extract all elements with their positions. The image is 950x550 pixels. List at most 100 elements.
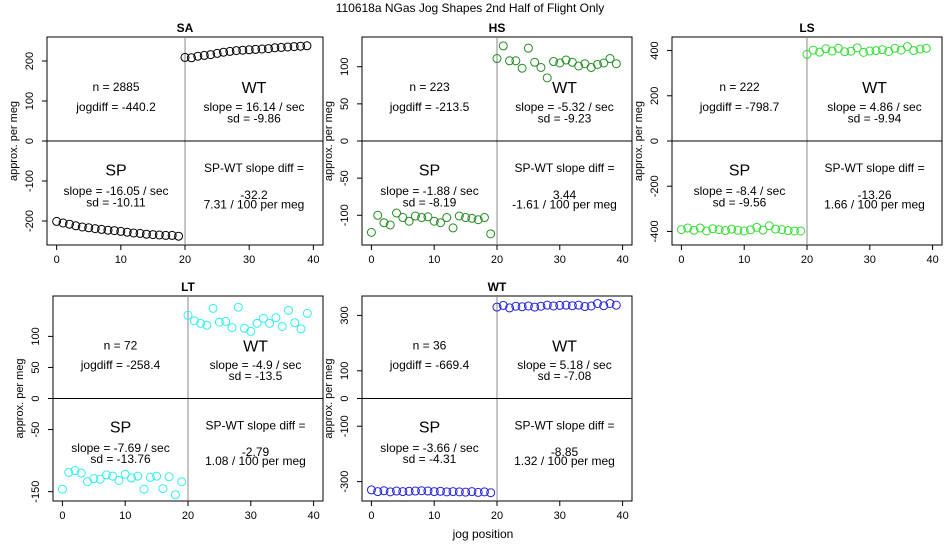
wt-heading-wt: WT bbox=[552, 338, 577, 355]
data-point-hs bbox=[461, 213, 471, 223]
data-point-ls bbox=[859, 47, 869, 57]
y-tick-label-ls: 200 bbox=[649, 87, 661, 105]
data-point-sa bbox=[103, 225, 113, 235]
wt-sd-hs: sd = -9.23 bbox=[538, 111, 592, 125]
data-point-hs bbox=[542, 73, 552, 83]
data-point-hs bbox=[599, 58, 609, 68]
data-point-wt bbox=[592, 298, 602, 308]
diff-value-sa: -32.2 bbox=[240, 188, 268, 202]
y-tick-label-sa: -200 bbox=[24, 210, 36, 232]
data-point-ls bbox=[702, 226, 712, 236]
data-point-wt bbox=[555, 300, 565, 310]
panel-hs: HS 0 10 20 30 40 -100 -50 0 50 100 approx. per meg n… bbox=[323, 21, 633, 266]
y-tick-label-ls: 400 bbox=[649, 41, 661, 59]
data-point-sa bbox=[263, 44, 273, 54]
data-point-hs bbox=[379, 218, 389, 228]
y-tick-label-lt: 100 bbox=[30, 327, 42, 345]
data-point-wt bbox=[479, 487, 489, 497]
data-point-wt bbox=[467, 487, 477, 497]
y-tick-label-hs: -50 bbox=[339, 170, 351, 186]
data-point-wt bbox=[435, 486, 445, 496]
data-point-hs bbox=[435, 218, 445, 228]
wt-sd-lt: sd = -13.5 bbox=[229, 369, 283, 383]
data-point-hs bbox=[492, 54, 502, 64]
data-point-hs bbox=[473, 215, 483, 225]
data-point-ls bbox=[783, 226, 793, 236]
data-point-lt bbox=[283, 305, 293, 315]
data-point-sa bbox=[154, 230, 164, 240]
data-point-lt bbox=[95, 474, 105, 484]
data-point-wt bbox=[385, 487, 395, 497]
x-tick-label-ls: 0 bbox=[678, 254, 684, 266]
data-point-lt bbox=[76, 468, 86, 478]
data-point-ls bbox=[789, 226, 799, 236]
data-point-lt bbox=[240, 323, 250, 333]
y-tick-label-lt: 50 bbox=[30, 361, 42, 373]
x-tick-label-hs: 0 bbox=[368, 254, 374, 266]
data-point-sa bbox=[186, 53, 196, 63]
data-point-lt bbox=[258, 313, 268, 323]
x-tick-label-ls: 40 bbox=[926, 254, 938, 266]
data-point-ls bbox=[902, 41, 912, 51]
y-tick-label-wt: 0 bbox=[339, 395, 351, 401]
y-axis-label-sa: approx. per meg bbox=[8, 101, 20, 181]
x-tick-label-lt: 40 bbox=[307, 510, 319, 522]
data-point-lt bbox=[233, 302, 243, 312]
y-tick-label-sa: 0 bbox=[24, 138, 36, 144]
data-point-lt bbox=[139, 484, 149, 494]
data-point-wt bbox=[392, 486, 402, 496]
data-point-ls bbox=[689, 225, 699, 235]
data-point-ls bbox=[676, 225, 686, 235]
data-point-hs bbox=[454, 211, 464, 221]
sp-heading-wt: SP bbox=[419, 419, 440, 436]
stat-n-ls: n = 222 bbox=[719, 80, 760, 94]
stat-n-lt: n = 72 bbox=[104, 338, 138, 352]
wt-sd-sa: sd = -9.86 bbox=[227, 111, 281, 125]
data-point-wt bbox=[530, 302, 540, 312]
data-point-hs bbox=[505, 56, 515, 66]
data-point-wt bbox=[561, 300, 571, 310]
data-point-sa bbox=[199, 50, 209, 60]
data-point-wt bbox=[580, 302, 590, 312]
data-point-lt bbox=[183, 310, 193, 320]
per-meg-hs: -1.61 / 100 per meg bbox=[512, 198, 617, 212]
data-point-sa bbox=[289, 42, 299, 52]
data-point-ls bbox=[720, 226, 730, 236]
data-point-lt bbox=[158, 484, 168, 494]
data-point-hs bbox=[549, 57, 559, 67]
data-point-ls bbox=[909, 46, 919, 56]
data-point-lt bbox=[296, 324, 306, 334]
data-point-ls bbox=[871, 46, 881, 56]
data-point-ls bbox=[865, 46, 875, 56]
y-axis-label-ls: approx. per meg bbox=[633, 101, 645, 181]
data-point-sa bbox=[109, 226, 119, 236]
data-point-sa bbox=[122, 227, 132, 237]
data-point-sa bbox=[64, 219, 74, 229]
x-tick-label-wt: 30 bbox=[554, 510, 566, 522]
data-point-hs bbox=[511, 56, 521, 66]
diff-value-hs: 3.44 bbox=[553, 188, 577, 202]
data-point-ls bbox=[683, 223, 693, 233]
data-point-sa bbox=[296, 41, 306, 51]
data-point-wt bbox=[442, 487, 452, 497]
sp-heading-ls: SP bbox=[729, 162, 750, 179]
data-point-sa bbox=[219, 47, 229, 57]
data-point-lt bbox=[221, 316, 231, 326]
data-point-hs bbox=[392, 208, 402, 218]
stat-n-wt: n = 36 bbox=[413, 338, 447, 352]
sp-slope-sa: slope = -16.05 / sec bbox=[63, 184, 168, 198]
wt-slope-ls: slope = 4.86 / sec bbox=[827, 100, 921, 114]
stat-jogdiff-lt: jogdiff = -258.4 bbox=[80, 358, 161, 372]
diff-value-ls: -13.26 bbox=[857, 188, 891, 202]
data-point-sa bbox=[283, 42, 293, 52]
y-axis-label-wt: approx. per meg bbox=[323, 358, 335, 438]
data-point-wt bbox=[379, 486, 389, 496]
sp-heading-sa: SP bbox=[105, 162, 126, 179]
data-point-lt bbox=[189, 316, 199, 326]
stat-jogdiff-ls: jogdiff = -798.7 bbox=[699, 100, 780, 114]
x-tick-label-wt: 40 bbox=[616, 510, 628, 522]
data-point-hs bbox=[423, 212, 433, 222]
y-tick-label-sa: 200 bbox=[24, 52, 36, 70]
panel-title-hs: HS bbox=[489, 21, 506, 35]
